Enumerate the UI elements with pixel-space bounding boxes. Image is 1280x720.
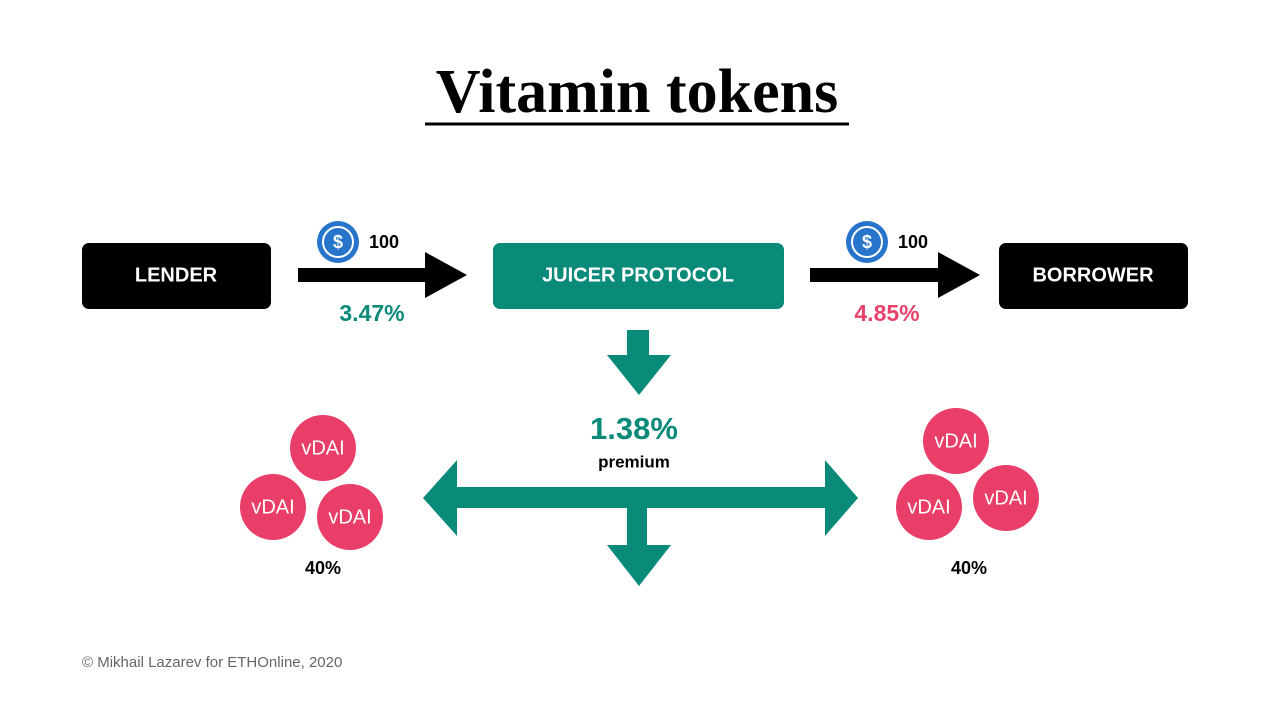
arrow — [298, 252, 467, 298]
coin-ring — [851, 226, 883, 258]
share: 40% — [951, 558, 987, 578]
token-label: vDAI — [251, 496, 294, 518]
coin-symbol: $ — [862, 232, 872, 252]
token — [317, 484, 383, 550]
split-arrow — [423, 460, 858, 586]
lender-box — [82, 243, 271, 309]
premium-label: premium — [598, 452, 670, 471]
arrow — [810, 252, 980, 298]
coin-symbol: $ — [333, 232, 343, 252]
token — [973, 465, 1039, 531]
token — [923, 408, 989, 474]
borrower-box — [999, 243, 1188, 309]
borrower-rate: 4.85% — [854, 300, 919, 326]
token-label: vDAI — [984, 487, 1027, 509]
share: 40% — [305, 558, 341, 578]
protocol-box — [493, 243, 784, 309]
title: Vitamin tokens — [436, 58, 838, 126]
amount: 100 — [369, 232, 399, 252]
amount: 100 — [898, 232, 928, 252]
token-label: vDAI — [328, 506, 371, 528]
premium-rate: 1.38% — [590, 411, 678, 446]
node-label: LENDER — [135, 264, 218, 286]
token — [290, 415, 356, 481]
lender-rate: 3.47% — [339, 300, 404, 326]
down-arrow — [607, 330, 671, 395]
node-label: JUICER PROTOCOL — [542, 264, 734, 286]
token — [896, 474, 962, 540]
token-label: vDAI — [301, 437, 344, 459]
token-label: vDAI — [907, 496, 950, 518]
footer: © Mikhail Lazarev for ETHOnline, 2020 — [82, 654, 342, 671]
coin-ring — [322, 226, 354, 258]
token — [240, 474, 306, 540]
node-label: BORROWER — [1032, 264, 1154, 286]
token-label: vDAI — [934, 430, 977, 452]
